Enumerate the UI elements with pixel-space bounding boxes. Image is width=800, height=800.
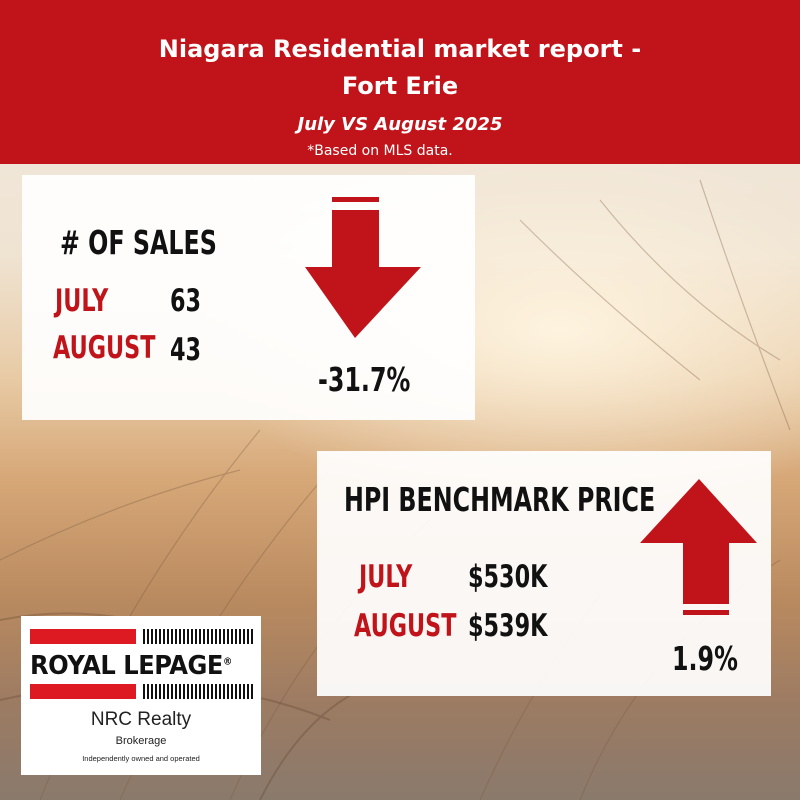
sales-month-july: JULY: [55, 283, 109, 319]
logo-barcode-bottom: [143, 684, 253, 699]
report-subtitle: July VS August 2025: [297, 114, 503, 135]
logo-brand-name: ROYAL LEPAGE®: [30, 651, 232, 681]
logo-red-bar-top: [30, 629, 136, 644]
hpi-month-july: JULY: [359, 559, 413, 595]
report-header: Niagara Residential market report - Fort…: [0, 0, 800, 164]
hpi-value-august: $539K: [468, 608, 548, 644]
logo-office-name: NRC Realty: [90, 709, 192, 730]
hpi-card: HPI BENCHMARK PRICE JULY $530K AUGUST $5…: [317, 451, 771, 696]
sales-value-july: 63: [170, 283, 202, 319]
sales-change-percent: -31.7%: [318, 360, 411, 399]
sales-month-august: AUGUST: [53, 330, 156, 366]
arrow-up-icon: [640, 479, 757, 615]
arrow-down-icon: [305, 197, 421, 338]
hpi-heading: HPI BENCHMARK PRICE: [344, 480, 656, 519]
logo-independent-note: Independently owned and operated: [82, 754, 200, 763]
hpi-change-percent: 1.9%: [672, 639, 738, 678]
sales-value-august: 43: [170, 332, 202, 368]
hpi-month-august: AUGUST: [354, 608, 457, 644]
royal-lepage-logo: ROYAL LEPAGE® NRC Realty Brokerage Indep…: [21, 616, 261, 775]
hpi-value-july: $530K: [468, 559, 548, 595]
sales-card: # OF SALES JULY 63 AUGUST 43 -31.7%: [22, 175, 475, 420]
sales-heading: # OF SALES: [60, 223, 217, 262]
data-source-note: *Based on MLS data.: [307, 143, 453, 159]
logo-barcode-top: [143, 629, 253, 644]
logo-brokerage: Brokerage: [115, 735, 167, 747]
logo-red-bar-bottom: [30, 684, 136, 699]
report-title-line2: Fort Erie: [341, 72, 459, 100]
report-title-line1: Niagara Residential market report -: [158, 35, 642, 63]
